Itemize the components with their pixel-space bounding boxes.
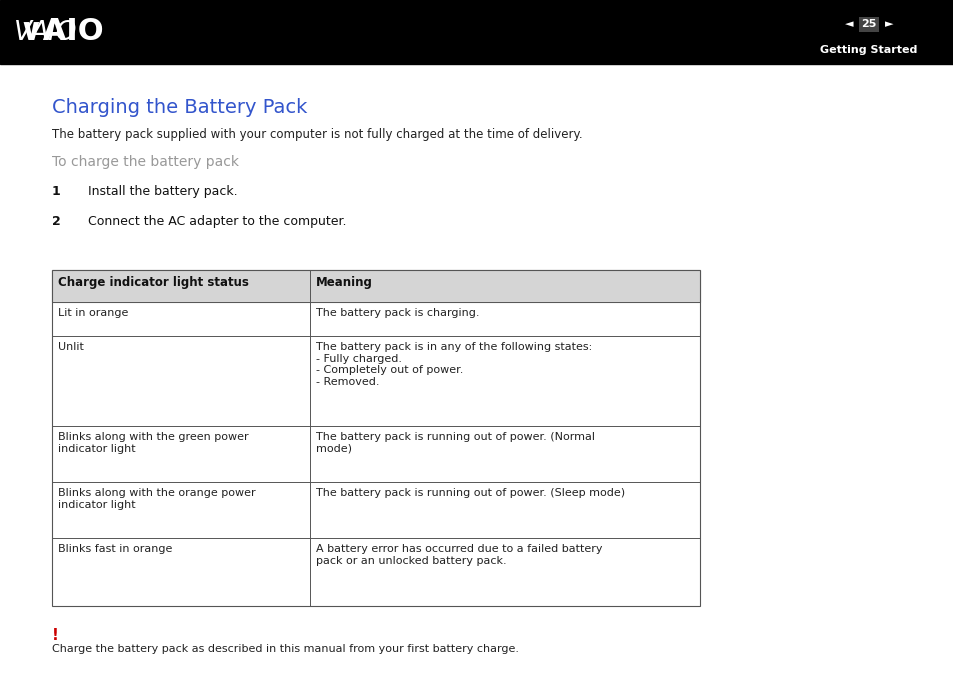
- Text: Install the battery pack.: Install the battery pack.: [88, 185, 237, 198]
- Text: AIO: AIO: [30, 20, 76, 46]
- Bar: [52, 270, 700, 302]
- Text: Charge indicator light status: Charge indicator light status: [58, 276, 249, 289]
- Text: The battery pack is running out of power. (Sleep mode): The battery pack is running out of power…: [315, 488, 624, 498]
- Text: The battery pack is charging.: The battery pack is charging.: [315, 308, 479, 318]
- Text: V: V: [14, 20, 32, 46]
- Text: To charge the battery pack: To charge the battery pack: [52, 155, 239, 169]
- Bar: [52, 270, 700, 606]
- Text: 1: 1: [52, 185, 61, 198]
- Text: ∨AIO: ∨AIO: [18, 18, 104, 47]
- Text: 2: 2: [52, 215, 61, 228]
- Text: Blinks fast in orange: Blinks fast in orange: [58, 544, 172, 554]
- Text: 25: 25: [861, 20, 876, 30]
- Text: Unlit: Unlit: [58, 342, 84, 352]
- Text: Getting Started: Getting Started: [820, 45, 917, 55]
- Text: The battery pack is running out of power. (Normal
mode): The battery pack is running out of power…: [315, 432, 595, 454]
- Bar: [0, 0, 953, 64]
- Text: Blinks along with the green power
indicator light: Blinks along with the green power indica…: [58, 432, 249, 454]
- Text: Charge the battery pack as described in this manual from your first battery char: Charge the battery pack as described in …: [52, 644, 518, 654]
- Text: Connect the AC adapter to the computer.: Connect the AC adapter to the computer.: [88, 215, 346, 228]
- Text: The battery pack is in any of the following states:
- Fully charged.
- Completel: The battery pack is in any of the follow…: [315, 342, 592, 387]
- Text: Lit in orange: Lit in orange: [58, 308, 129, 318]
- Text: Meaning: Meaning: [315, 276, 373, 289]
- Text: Blinks along with the orange power
indicator light: Blinks along with the orange power indic…: [58, 488, 255, 510]
- Text: ◄: ◄: [843, 20, 852, 30]
- Text: !: !: [52, 628, 59, 643]
- Text: Charging the Battery Pack: Charging the Battery Pack: [52, 98, 307, 117]
- Text: A battery error has occurred due to a failed battery
pack or an unlocked battery: A battery error has occurred due to a fa…: [315, 544, 602, 565]
- Text: ►: ►: [883, 20, 892, 30]
- Text: The battery pack supplied with your computer is not fully charged at the time of: The battery pack supplied with your comp…: [52, 128, 582, 141]
